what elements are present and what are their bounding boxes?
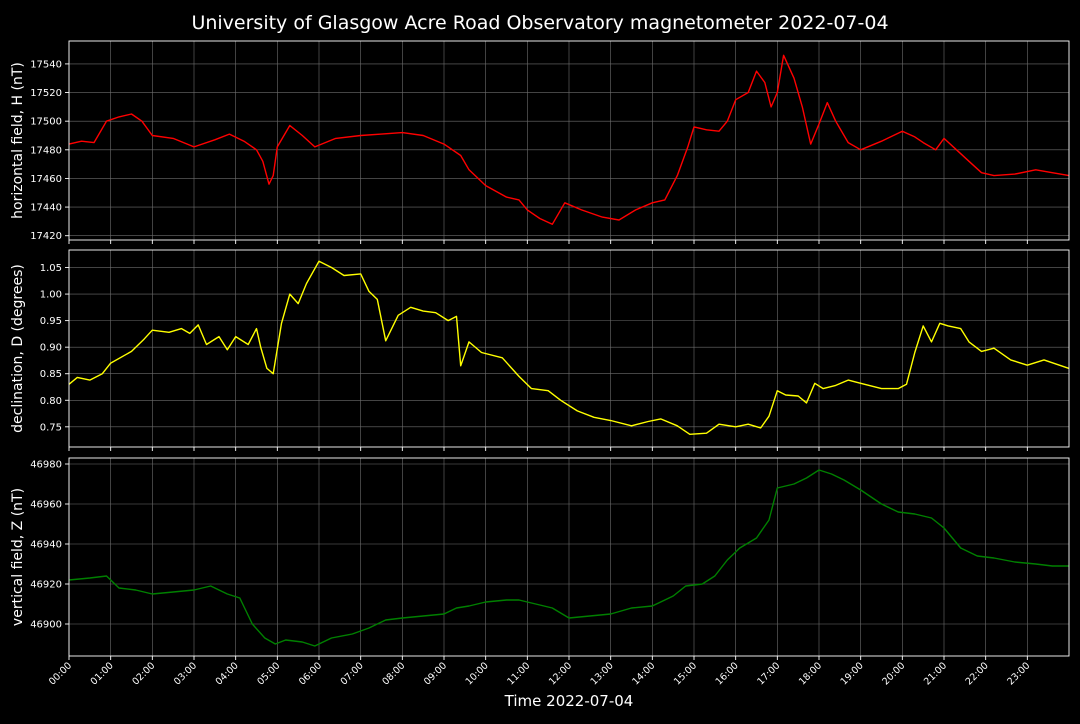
y-tick-label: 46960: [30, 500, 62, 511]
y-tick-label: 46940: [30, 540, 62, 551]
y-tick-label: 17440: [30, 203, 62, 214]
series-line-declination: [68, 260, 1070, 435]
plot-frame: [68, 249, 1070, 448]
panel-declination: 0.75 0.80 0.85 0.90 0.95 1.00 1.05 declination,…: [10, 249, 1070, 451]
y-tick-label: 46920: [30, 580, 62, 591]
y-tick-label: 0.95: [40, 316, 62, 327]
y-tick-label: 46980: [30, 460, 62, 471]
series-line-horizontal-field: [68, 54, 1070, 225]
figure-title: University of Glasgow Acre Road Observat…: [191, 12, 888, 34]
y-tick-label: 17480: [30, 145, 62, 156]
y-tick-label: 17500: [30, 117, 62, 128]
y-axis-label-declination: declination, D (degrees): [10, 264, 26, 433]
y-tick-label: 17540: [30, 59, 62, 70]
y-tick-label: 1.05: [40, 263, 62, 274]
plot-frame: [68, 457, 1070, 657]
y-tick-label: 0.90: [40, 343, 62, 354]
panel-horizontal-field: 17420 17440 17460 17480 17500 17520 17540 horiz…: [10, 40, 1070, 244]
y-tick-label: 46900: [30, 620, 62, 631]
y-axis-label-vertical-field: vertical field, Z (nT): [10, 488, 26, 626]
y-tick-label: 0.75: [40, 422, 62, 433]
y-tick-label: 0.85: [40, 369, 62, 380]
y-tick-label: 17520: [30, 88, 62, 99]
series-line-vertical-field: [68, 469, 1069, 647]
y-tick-label: 17460: [30, 174, 62, 185]
y-tick-label: 0.80: [40, 396, 62, 407]
plot-frame: [68, 40, 1070, 241]
y-tick-label: 1.00: [40, 290, 62, 301]
y-axis-label-horizontal-field: horizontal field, H (nT): [10, 62, 26, 219]
x-axis-label: Time 2022-07-04: [504, 692, 634, 710]
y-tick-label: 17420: [30, 231, 62, 242]
